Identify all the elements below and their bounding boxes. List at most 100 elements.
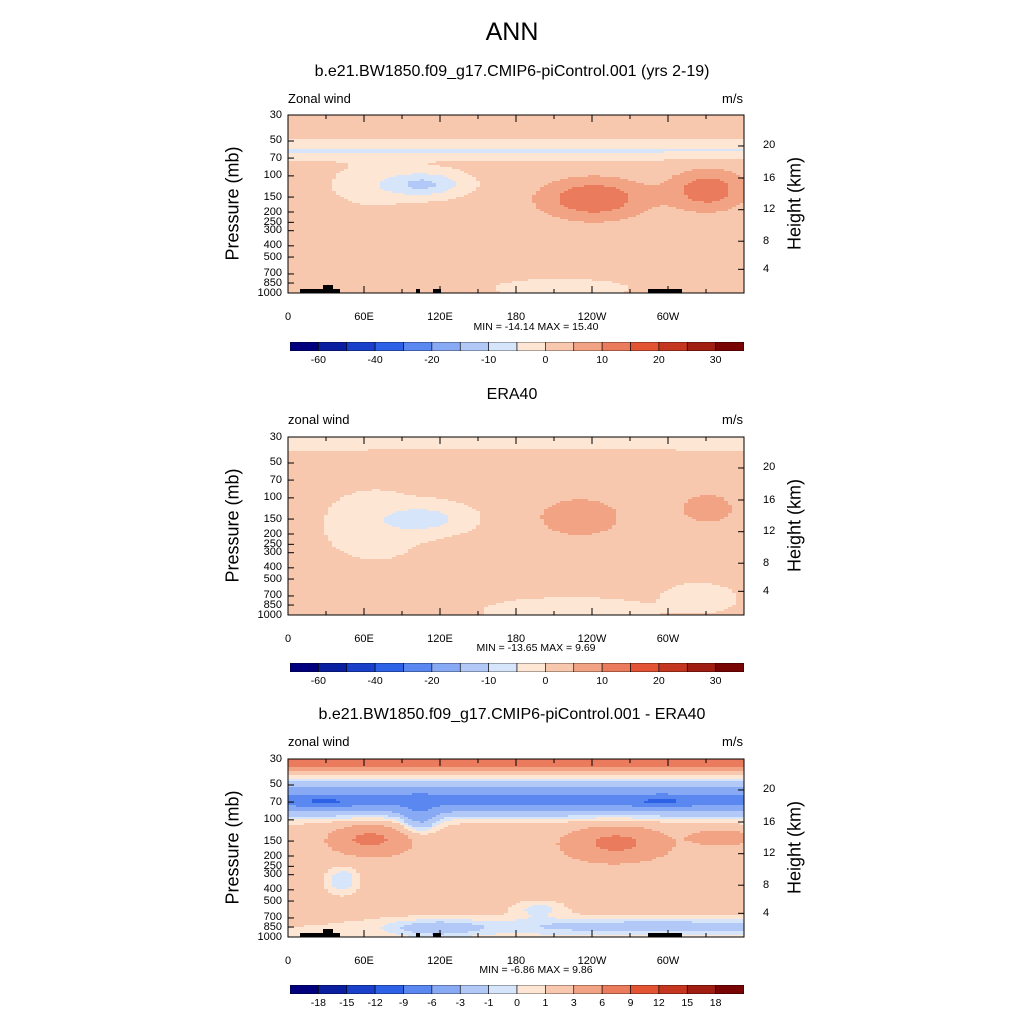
right-axis-title: Height (km) xyxy=(785,129,806,279)
height-tick-label: 8 xyxy=(763,879,769,891)
colorbar-box xyxy=(516,342,546,351)
contour-plot xyxy=(287,758,745,938)
colorbar-box xyxy=(601,663,631,672)
x-tick-label: 60W xyxy=(643,955,693,967)
colorbar-box xyxy=(516,663,546,672)
colorbar-box xyxy=(403,342,433,351)
height-tick-label: 12 xyxy=(763,848,775,859)
contour-field xyxy=(288,115,745,294)
y-tick-label: 1000 xyxy=(242,609,282,621)
right-axis-title: Height (km) xyxy=(785,451,806,601)
colorbar-box xyxy=(630,342,660,351)
x-tick-label: 0 xyxy=(263,311,313,323)
colorbar-label: 0 xyxy=(502,997,532,1009)
colorbar-label: 3 xyxy=(559,997,589,1009)
right-axis-title: Height (km) xyxy=(785,773,806,923)
contour-plot xyxy=(287,436,745,616)
height-tick-label: 20 xyxy=(763,140,775,151)
panel-units-label: m/s xyxy=(722,734,743,749)
min-max-stats: MIN = -6.86 MAX = 9.86 xyxy=(386,964,686,976)
colorbar-box xyxy=(658,342,688,351)
panel-title: ERA40 xyxy=(0,386,1024,404)
colorbar-box xyxy=(374,342,404,351)
colorbar-label: 6 xyxy=(587,997,617,1009)
y-tick-label: 500 xyxy=(242,573,282,585)
colorbar-label: 20 xyxy=(644,354,674,366)
colorbar-label: 12 xyxy=(644,997,674,1009)
colorbar-label: -60 xyxy=(303,675,333,687)
panel-units-label: m/s xyxy=(722,91,743,106)
colorbar-box xyxy=(459,663,489,672)
colorbar-box xyxy=(630,985,660,994)
colorbar-label: -10 xyxy=(474,675,504,687)
x-tick-label: 120E xyxy=(415,311,465,323)
terrain-mask xyxy=(300,929,682,937)
colorbar-box xyxy=(573,663,603,672)
colorbar-label: -3 xyxy=(445,997,475,1009)
colorbar-box xyxy=(715,663,744,672)
colorbar-label: 20 xyxy=(644,675,674,687)
colorbar-box xyxy=(374,663,404,672)
colorbar-box xyxy=(488,985,518,994)
colorbar-box xyxy=(686,342,716,351)
colorbar-label: 0 xyxy=(530,675,560,687)
y-tick-label: 700 xyxy=(242,268,282,279)
colorbar-box xyxy=(318,663,348,672)
y-tick-label: 400 xyxy=(242,240,282,251)
y-tick-label: 100 xyxy=(242,170,282,181)
x-tick-label: 180 xyxy=(491,311,541,323)
colorbar-label: -6 xyxy=(417,997,447,1009)
colorbar-box xyxy=(290,985,319,994)
height-tick-label: 4 xyxy=(763,263,769,275)
colorbar-box xyxy=(431,985,461,994)
y-tick-label: 150 xyxy=(242,191,282,203)
colorbar-label: -18 xyxy=(303,997,333,1009)
y-tick-label: 500 xyxy=(242,251,282,263)
colorbar-box xyxy=(431,663,461,672)
colorbar-label: -20 xyxy=(417,354,447,366)
x-tick-label: 60E xyxy=(339,633,389,645)
colorbar-box xyxy=(573,342,603,351)
height-tick-label: 12 xyxy=(763,526,775,537)
y-tick-label: 400 xyxy=(242,884,282,895)
colorbar-box xyxy=(715,342,744,351)
colorbar-box xyxy=(290,663,319,672)
y-tick-label: 200 xyxy=(242,206,282,218)
height-tick-label: 16 xyxy=(763,816,775,828)
y-tick-label: 30 xyxy=(242,753,282,765)
x-tick-label: 120W xyxy=(567,955,617,967)
y-tick-label: 700 xyxy=(242,590,282,601)
y-tick-label: 1000 xyxy=(242,931,282,943)
panel-title: b.e21.BW1850.f09_g17.CMIP6-piControl.001… xyxy=(0,706,1024,724)
y-tick-label: 50 xyxy=(242,457,282,468)
colorbar-label: 18 xyxy=(701,997,731,1009)
height-tick-label: 16 xyxy=(763,494,775,506)
colorbar-box xyxy=(374,985,404,994)
colorbar-box xyxy=(346,985,376,994)
x-tick-label: 180 xyxy=(491,633,541,645)
y-tick-label: 300 xyxy=(242,225,282,236)
height-tick-label: 16 xyxy=(763,172,775,184)
colorbar-label: 9 xyxy=(616,997,646,1009)
y-tick-label: 50 xyxy=(242,135,282,146)
y-axis-title: Pressure (mb) xyxy=(223,773,244,923)
x-tick-label: 60E xyxy=(339,311,389,323)
colorbar-label: 30 xyxy=(701,675,731,687)
y-tick-label: 150 xyxy=(242,513,282,525)
colorbar-box xyxy=(488,663,518,672)
y-tick-label: 500 xyxy=(242,895,282,907)
colorbar xyxy=(290,985,744,994)
x-tick-label: 60E xyxy=(339,955,389,967)
y-axis-title: Pressure (mb) xyxy=(223,129,244,279)
height-tick-label: 20 xyxy=(763,462,775,473)
colorbar-label: -40 xyxy=(360,354,390,366)
colorbar-box xyxy=(290,342,319,351)
colorbar-label: -9 xyxy=(389,997,419,1009)
colorbar-box xyxy=(686,663,716,672)
colorbar-box xyxy=(601,342,631,351)
y-tick-label: 50 xyxy=(242,779,282,790)
y-tick-label: 150 xyxy=(242,835,282,847)
colorbar-box xyxy=(318,342,348,351)
colorbar-box xyxy=(545,985,575,994)
